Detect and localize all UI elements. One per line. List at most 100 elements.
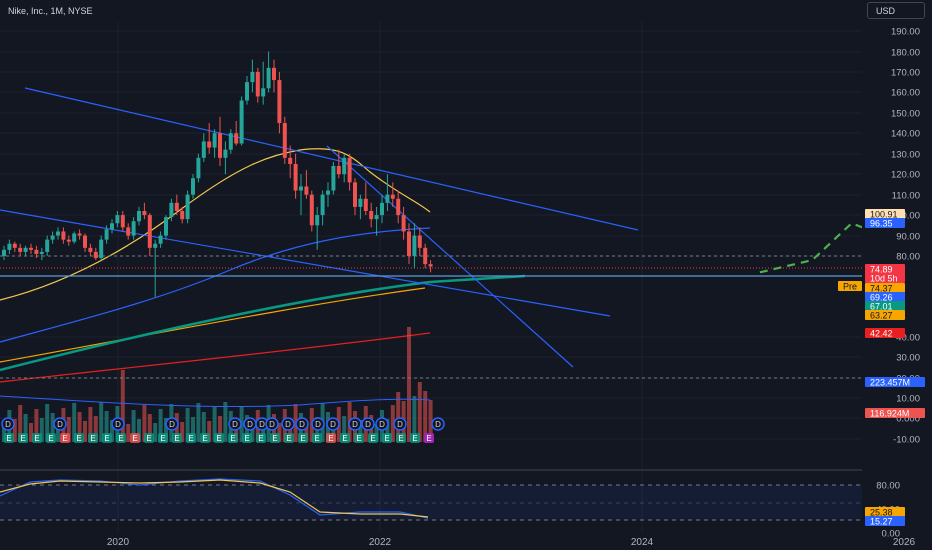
time-axis[interactable] [0, 532, 862, 550]
price-tick-label: 100.00 [891, 211, 920, 222]
earnings-marker-label: E [6, 434, 11, 443]
earnings-marker-label: E [104, 434, 109, 443]
earnings-marker-label: E [90, 434, 95, 443]
volume-bar [304, 422, 309, 442]
price-badge-label: 10d 5h [870, 274, 898, 284]
candle-body [412, 235, 417, 256]
candle-body [185, 194, 190, 220]
candle-body [218, 133, 222, 158]
volume-bar [104, 411, 109, 442]
earnings-marker-label: E [356, 434, 361, 443]
candle-body [131, 221, 136, 236]
symbol-title[interactable]: Nike, Inc., 1M, NYSE [8, 6, 93, 16]
earnings-marker [4, 433, 14, 443]
volume-bar [110, 420, 114, 442]
candle-body [331, 166, 336, 191]
earnings-marker [326, 433, 336, 443]
volume-bar [185, 408, 190, 442]
earnings-marker-label: E [398, 434, 403, 443]
candle-body [12, 243, 17, 248]
candle-body [358, 198, 363, 207]
time-tick-label: 2024 [631, 537, 654, 548]
candle-body [401, 215, 406, 232]
price-badge [865, 377, 925, 387]
candle-body [282, 123, 287, 158]
candle-body [153, 243, 158, 248]
earnings-marker-label: E [384, 434, 389, 443]
dividend-marker-label: D [247, 420, 253, 429]
stoch-d-line [0, 479, 429, 518]
price-badge [865, 292, 905, 302]
earnings-marker-label: E [202, 434, 207, 443]
earnings-marker-label: E [244, 434, 249, 443]
candles [2, 51, 433, 297]
volume-ma-line [0, 395, 431, 408]
price-badge-label: 74.89 [870, 265, 893, 275]
price-tick-label: 40.00 [896, 333, 920, 344]
price-tick-label: 30.00 [896, 353, 920, 364]
dividend-marker-label: D [365, 420, 371, 429]
dividend-marker-label: D [57, 420, 63, 429]
volume-bar [50, 413, 55, 442]
volume-bar [72, 403, 77, 442]
dividend-marker-label: D [169, 420, 175, 429]
price-badge-label: 63.27 [870, 311, 893, 321]
earnings-marker-label: E [230, 434, 235, 443]
price-tick-label: 130.00 [891, 150, 920, 161]
candle-body [110, 223, 114, 230]
candle-body [369, 211, 374, 220]
projection-path [759, 222, 932, 274]
dividend-marker [228, 417, 242, 431]
chart-grid [0, 22, 905, 532]
price-badge-label: 69.26 [870, 293, 893, 303]
volume-bar [277, 423, 282, 442]
time-tick-label: 2022 [369, 537, 392, 548]
price-tick-label: 0.000 [896, 414, 920, 425]
price-axis-labels: 190.00 180.00 170.00 160.00 150.00 140.00 130.… [876, 27, 920, 540]
time-axis-labels: 202020222024202620282030 [107, 537, 916, 548]
candle-body [77, 233, 82, 236]
time-tick-label: 2020 [107, 537, 130, 548]
candle-body [347, 157, 352, 183]
candle-body [288, 157, 293, 164]
candle-body [72, 233, 77, 242]
earnings-marker [410, 433, 420, 443]
candle-body [234, 133, 239, 144]
earnings-marker-label: E [20, 434, 25, 443]
volume-bar [99, 402, 104, 442]
candle-body [174, 202, 179, 211]
earnings-marker [382, 433, 392, 443]
candle-body [56, 231, 60, 236]
price-tick-label: 90.00 [896, 232, 920, 243]
pre-market-label: Pre [843, 282, 857, 292]
volume-bar [93, 416, 98, 442]
volume-bar [201, 412, 206, 442]
earnings-marker [256, 433, 266, 443]
oscillator-badge-label: 15.27 [870, 517, 893, 527]
volume-bar [147, 414, 152, 442]
oscillator-tick-label: 80.00 [876, 481, 900, 492]
dividend-marker-label: D [379, 420, 385, 429]
candle-body [158, 235, 163, 244]
oscillator-badge [865, 516, 905, 526]
price-tick-label: 120.00 [891, 170, 920, 181]
dividend-marker [281, 417, 295, 431]
candle-body [417, 235, 422, 248]
earnings-marker-label: E [62, 434, 67, 443]
volume-bar [66, 417, 71, 442]
price-badge-label: 74.37 [870, 284, 893, 294]
earnings-marker [284, 433, 294, 443]
price-badge [865, 283, 905, 293]
time-tick-label: 2026 [893, 537, 916, 548]
earnings-marker-label: E [342, 434, 347, 443]
candle-body [23, 247, 28, 252]
price-tick-label: 10.00 [896, 394, 920, 405]
candle-body [99, 239, 104, 259]
earnings-marker [424, 433, 434, 443]
price-badge [865, 328, 905, 338]
currency-button[interactable]: USD [867, 2, 925, 19]
candle-body [309, 194, 314, 226]
price-badge-label: 100.91 [870, 210, 898, 220]
candle-body [212, 133, 217, 148]
